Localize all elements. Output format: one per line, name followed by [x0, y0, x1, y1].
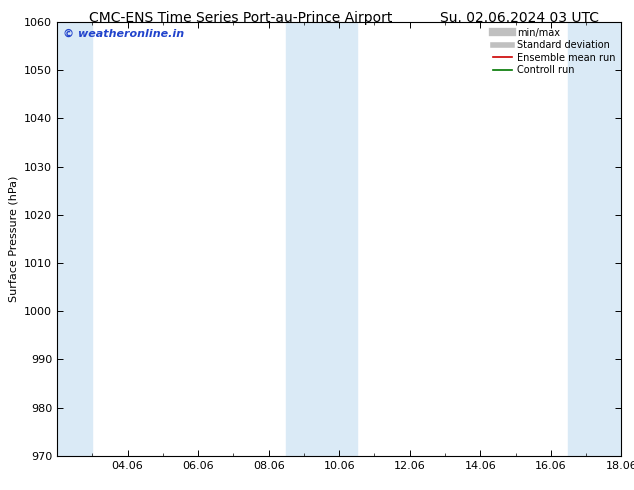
Bar: [287, 22, 357, 456]
Bar: [57, 22, 93, 456]
Text: Su. 02.06.2024 03 UTC: Su. 02.06.2024 03 UTC: [441, 11, 599, 25]
Text: CMC-ENS Time Series Port-au-Prince Airport: CMC-ENS Time Series Port-au-Prince Airpo…: [89, 11, 392, 25]
Text: © weatheronline.in: © weatheronline.in: [63, 28, 184, 39]
Legend: min/max, Standard deviation, Ensemble mean run, Controll run: min/max, Standard deviation, Ensemble me…: [489, 25, 618, 78]
Bar: [569, 22, 621, 456]
Y-axis label: Surface Pressure (hPa): Surface Pressure (hPa): [8, 176, 18, 302]
